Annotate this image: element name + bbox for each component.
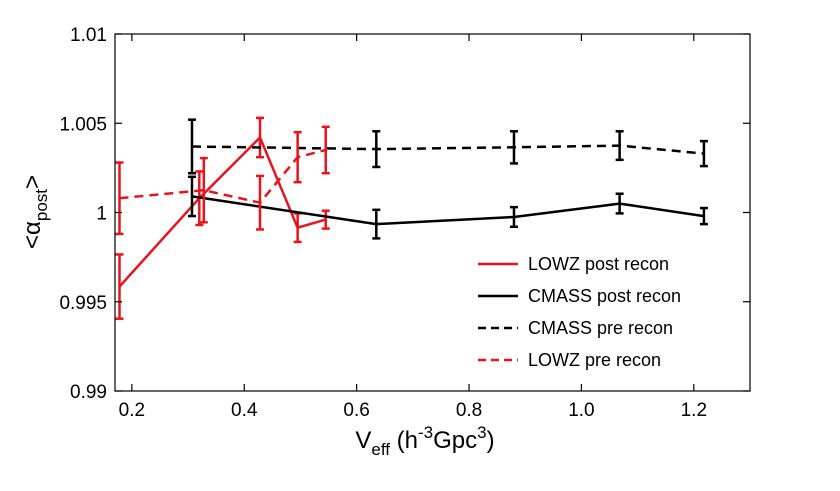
- x-tick-label: 0.6: [343, 400, 369, 421]
- y-axis-label: <αpost>: [19, 175, 51, 249]
- legend-label: CMASS pre recon: [528, 318, 673, 338]
- x-axis-label: Veff (h-3Gpc3): [355, 423, 494, 459]
- x-axis-label-sup2: 3: [477, 423, 486, 442]
- x-axis-label-mid: Gpc: [433, 427, 477, 454]
- x-tick-label: 0.8: [456, 400, 482, 421]
- series-layer: [115, 116, 708, 320]
- x-tick-label: 1.0: [568, 400, 594, 421]
- series-line-cmass-post-recon: [191, 195, 705, 226]
- x-axis-label-base: V: [355, 427, 371, 454]
- y-axis-label-close: >: [19, 175, 46, 189]
- series-cmass-post-recon: [187, 175, 708, 240]
- series-line-cmass-pre-recon: [191, 144, 705, 155]
- legend-label: LOWZ pre recon: [528, 350, 661, 370]
- y-tick-label: 0.995: [59, 293, 107, 314]
- y-tick-label: 1.005: [59, 114, 107, 135]
- series-line-lowz-pre-recon: [119, 148, 327, 204]
- y-tick-label: 0.99: [70, 382, 107, 403]
- y-axis-label-sub: post: [32, 189, 51, 221]
- legend: LOWZ post recon CMASS post recon CMASS pre…: [478, 254, 681, 370]
- y-tick-label: 1.01: [70, 25, 107, 46]
- x-tick-label: 0.2: [119, 400, 145, 421]
- series-cmass-pre-recon: [187, 118, 708, 175]
- y-axis-label-open: <α: [19, 221, 46, 249]
- legend-label: CMASS post recon: [528, 286, 681, 306]
- x-axis-label-open: (h: [390, 427, 418, 454]
- plot-area: [115, 34, 750, 391]
- x-tick-label: 1.2: [681, 400, 707, 421]
- x-axis-label-sup1: -3: [418, 423, 433, 442]
- tick-layer: 0.2 0.4 0.6 0.8 1.0 1.2 0.99 0.995 1 1.005 1.01: [59, 25, 750, 421]
- series-lowz-pre-recon: [115, 125, 330, 236]
- x-axis-label-close: ): [487, 427, 495, 454]
- x-axis-label-sub: eff: [371, 440, 390, 459]
- series-line-lowz-post-recon: [118, 136, 327, 288]
- y-tick-label: 1: [96, 204, 107, 225]
- x-tick-label: 0.4: [231, 400, 258, 421]
- legend-label: LOWZ post recon: [528, 254, 669, 274]
